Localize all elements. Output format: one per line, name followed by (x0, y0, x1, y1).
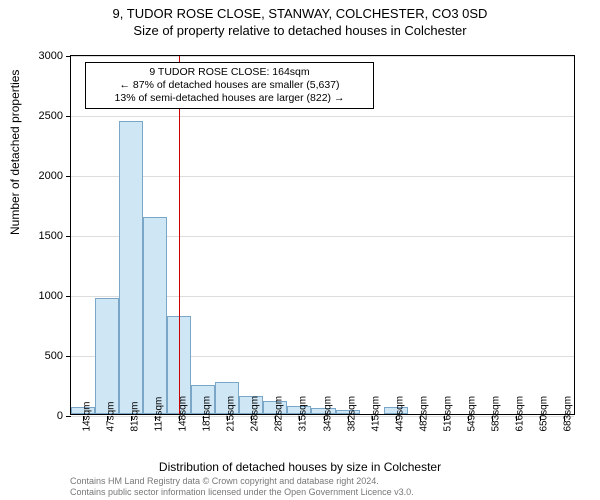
gridline (71, 56, 574, 57)
page-subtitle: Size of property relative to detached ho… (0, 23, 600, 38)
histogram-bar (95, 298, 119, 414)
gridline (71, 116, 574, 117)
ytick-label: 1000 (23, 290, 63, 302)
footer-line-1: Contains HM Land Registry data © Crown c… (70, 476, 414, 486)
ytick-label: 2500 (23, 110, 63, 122)
callout-line-2: ← 87% of detached houses are smaller (5,… (92, 79, 367, 92)
callout-line-3: 13% of semi-detached houses are larger (… (92, 92, 367, 105)
ytick-mark (66, 56, 71, 57)
reference-line (179, 56, 180, 414)
page-title: 9, TUDOR ROSE CLOSE, STANWAY, COLCHESTER… (0, 6, 600, 21)
histogram-bar (143, 217, 167, 414)
gridline (71, 176, 574, 177)
title-block: 9, TUDOR ROSE CLOSE, STANWAY, COLCHESTER… (0, 0, 600, 38)
footer-credits: Contains HM Land Registry data © Crown c… (70, 476, 414, 497)
ytick-label: 0 (23, 410, 63, 422)
ytick-mark (66, 356, 71, 357)
ytick-mark (66, 176, 71, 177)
ytick-label: 1500 (23, 230, 63, 242)
ytick-label: 3000 (23, 50, 63, 62)
ytick-label: 500 (23, 350, 63, 362)
ytick-mark (66, 296, 71, 297)
ytick-label: 2000 (23, 170, 63, 182)
callout-line-1: 9 TUDOR ROSE CLOSE: 164sqm (92, 66, 367, 79)
x-axis-label: Distribution of detached houses by size … (0, 460, 600, 474)
ytick-mark (66, 416, 71, 417)
histogram-bar (119, 121, 143, 414)
y-axis-label: Number of detached properties (8, 70, 22, 235)
footer-line-2: Contains public sector information licen… (70, 487, 414, 497)
ytick-mark (66, 116, 71, 117)
ytick-mark (66, 236, 71, 237)
callout-box: 9 TUDOR ROSE CLOSE: 164sqm ← 87% of deta… (85, 62, 374, 109)
